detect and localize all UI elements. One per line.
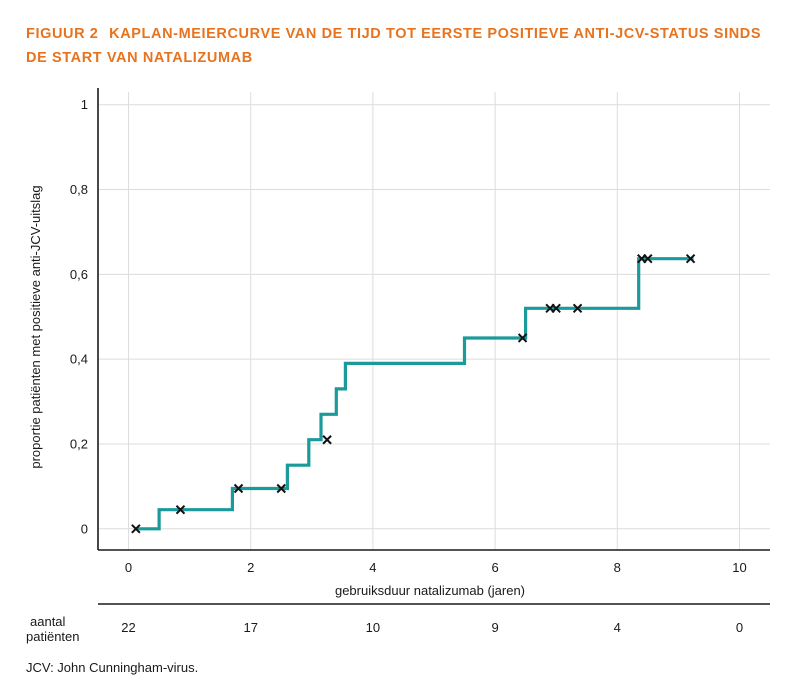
figure-title-text: KAPLAN-MEIERCURVE VAN DE TIJD TOT EERSTE… xyxy=(26,26,762,66)
censor-mark xyxy=(175,505,186,515)
y-tick-label: 1 xyxy=(81,97,88,112)
x-tick-label: 2 xyxy=(247,560,254,575)
risk-table-count: 9 xyxy=(491,620,498,635)
censor-mark xyxy=(276,483,286,494)
footnote: JCV: John Cunningham-virus. xyxy=(26,660,199,675)
censor-mark xyxy=(572,303,583,313)
y-tick-label: 0 xyxy=(81,521,88,536)
censor-mark xyxy=(322,435,332,445)
risk-table-label: patiënten xyxy=(26,629,80,644)
y-tick-label: 0,2 xyxy=(70,436,88,451)
y-tick-label: 0,4 xyxy=(70,352,88,367)
risk-table-count: 17 xyxy=(243,620,257,635)
figure-title: FIGUUR 2 KAPLAN-MEIERCURVE VAN DE TIJD T… xyxy=(26,22,766,70)
x-tick-label: 4 xyxy=(369,560,376,575)
censor-mark xyxy=(551,303,561,313)
risk-table-count: 22 xyxy=(121,620,135,635)
x-tick-label: 0 xyxy=(125,560,132,575)
risk-table-count: 4 xyxy=(614,620,621,635)
km-curve xyxy=(134,257,694,531)
y-tick-label: 0,6 xyxy=(70,267,88,282)
censor-mark xyxy=(233,483,244,494)
y-axis-label: proportie patiënten met positieve anti-J… xyxy=(28,185,43,468)
x-tick-label: 10 xyxy=(732,560,746,575)
censor-mark xyxy=(685,253,696,264)
risk-table-count: 10 xyxy=(366,620,380,635)
y-tick-label: 0,8 xyxy=(70,182,88,197)
censor-mark xyxy=(131,524,141,534)
x-tick-label: 6 xyxy=(491,560,498,575)
censor-mark xyxy=(517,333,528,343)
risk-table-label: aantal xyxy=(30,614,66,629)
censor-mark xyxy=(643,253,653,264)
x-axis-label: gebruiksduur natalizumab (jaren) xyxy=(335,583,525,598)
x-tick-label: 8 xyxy=(614,560,621,575)
figure-number: FIGUUR 2 xyxy=(26,26,99,42)
risk-table-count: 0 xyxy=(736,620,743,635)
